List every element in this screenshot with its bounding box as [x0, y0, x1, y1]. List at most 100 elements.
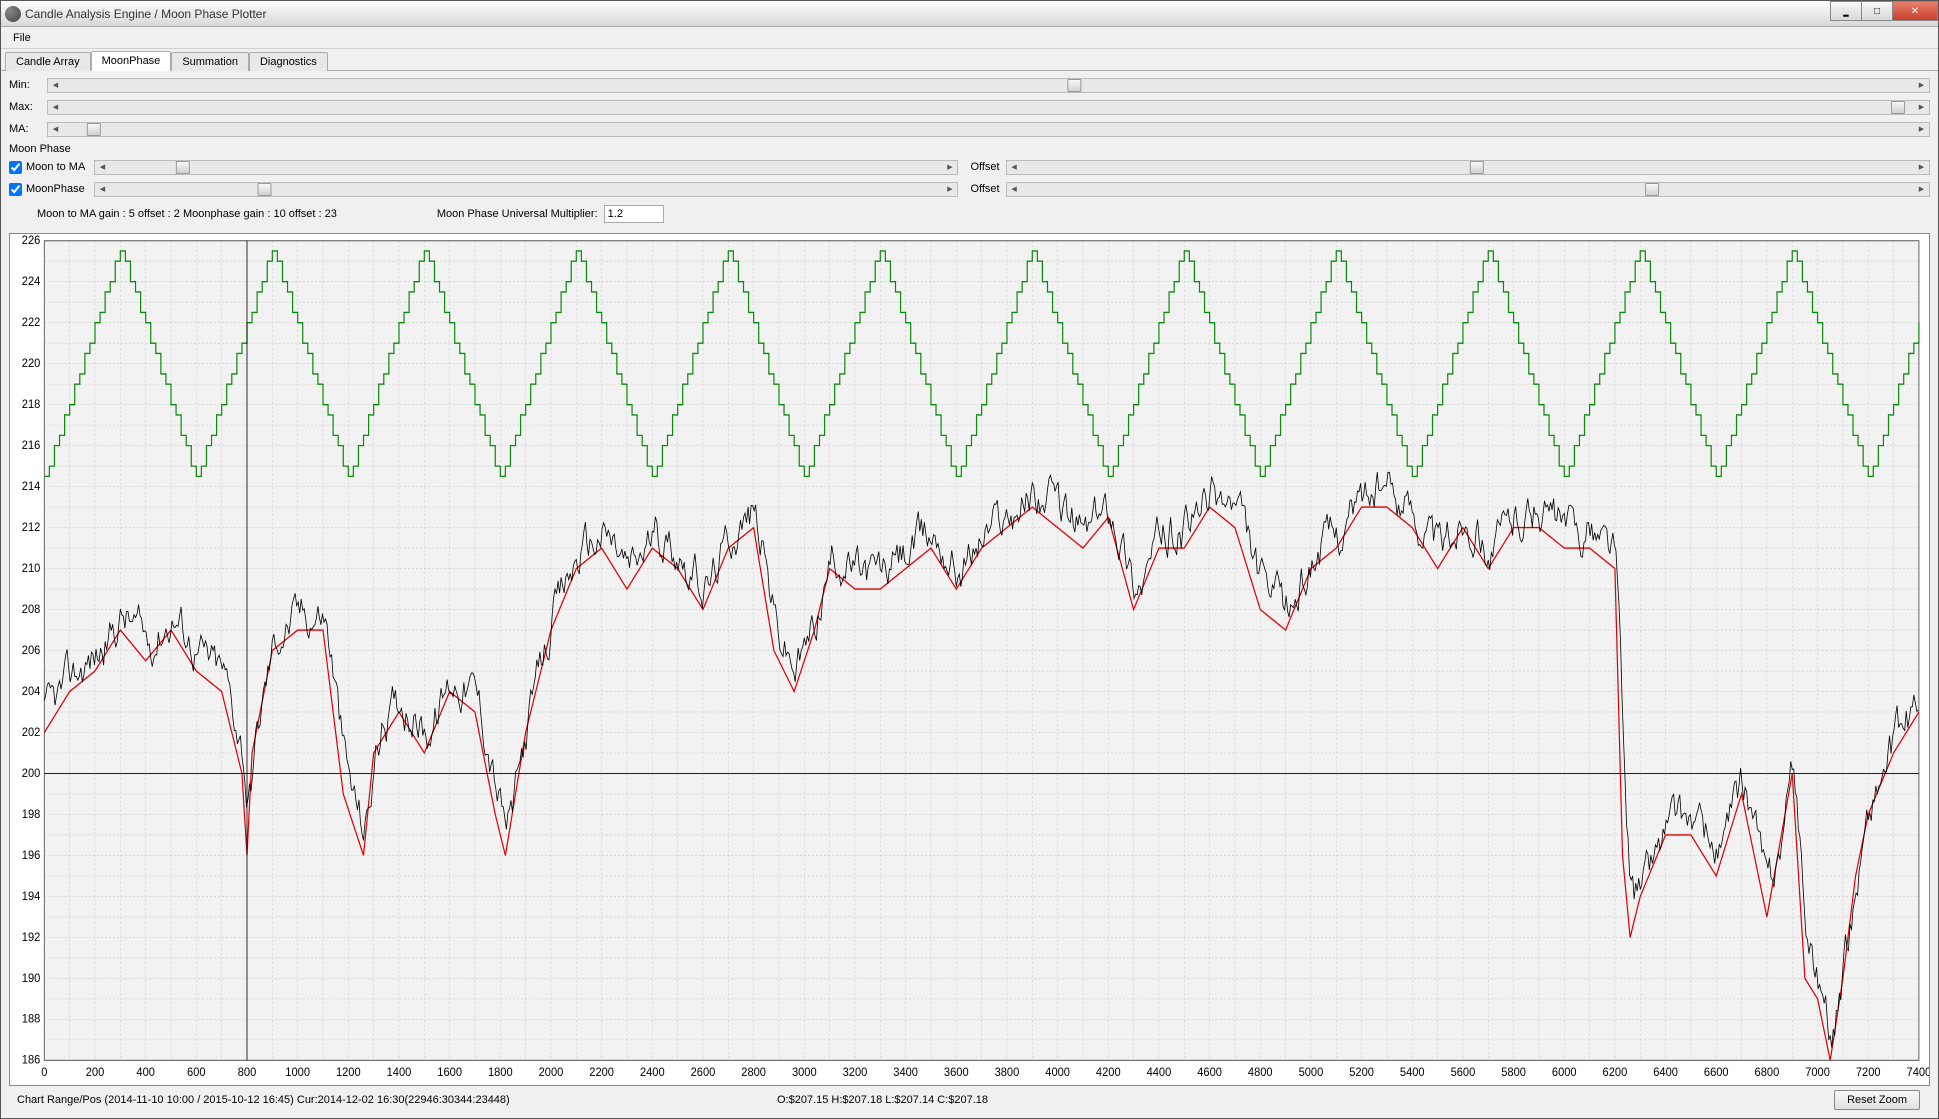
svg-text:6000: 6000	[1552, 1066, 1577, 1080]
tab-summation[interactable]: Summation	[171, 52, 249, 71]
max-thumb[interactable]	[1891, 101, 1905, 114]
svg-text:214: 214	[22, 479, 41, 493]
mult-label: Moon Phase Universal Multiplier:	[437, 208, 598, 220]
scroll-right-icon[interactable]: ▶	[1914, 123, 1929, 136]
status-ohlc: O:$207.15 H:$207.18 L:$207.14 C:$207.18	[777, 1094, 988, 1106]
svg-text:7400: 7400	[1907, 1066, 1929, 1080]
moon-to-ma-offset-scrollbar[interactable]: ◀ ▶	[1006, 160, 1930, 175]
scroll-left-icon[interactable]: ◀	[48, 101, 63, 114]
scroll-right-icon[interactable]: ▶	[1914, 101, 1929, 114]
ma-row: MA: ◀ ▶	[9, 119, 1930, 139]
scroll-left-icon[interactable]: ◀	[1007, 161, 1022, 174]
min-row: Min: ◀ ▶	[9, 75, 1930, 95]
moonphase-offset-scrollbar[interactable]: ◀ ▶	[1006, 182, 1930, 197]
moon-to-ma-gain-scrollbar[interactable]: ◀ ▶	[94, 160, 958, 175]
svg-text:3800: 3800	[995, 1066, 1020, 1080]
svg-text:194: 194	[22, 889, 41, 903]
svg-text:5600: 5600	[1451, 1066, 1476, 1080]
svg-text:6200: 6200	[1603, 1066, 1628, 1080]
menubar: File	[1, 27, 1938, 49]
min-scrollbar[interactable]: ◀ ▶	[47, 78, 1930, 93]
svg-text:192: 192	[22, 930, 41, 944]
max-scrollbar[interactable]: ◀ ▶	[47, 100, 1930, 115]
mp-gain-thumb[interactable]	[257, 183, 271, 196]
svg-text:5800: 5800	[1501, 1066, 1526, 1080]
svg-text:204: 204	[22, 684, 41, 698]
moon-to-ma-offset-label: Offset	[970, 161, 999, 173]
m2ma-gain-track[interactable]	[110, 161, 942, 174]
tabstrip: Candle Array MoonPhase Summation Diagnos…	[1, 49, 1938, 71]
scroll-left-icon[interactable]: ◀	[95, 161, 110, 174]
scroll-right-icon[interactable]: ▶	[942, 183, 957, 196]
titlebar[interactable]: Candle Analysis Engine / Moon Phase Plot…	[1, 1, 1938, 27]
svg-text:600: 600	[187, 1066, 206, 1080]
scroll-right-icon[interactable]: ▶	[1914, 79, 1929, 92]
svg-text:200: 200	[86, 1066, 105, 1080]
svg-text:216: 216	[22, 438, 41, 452]
scroll-right-icon[interactable]: ▶	[1914, 183, 1929, 196]
moonphase-offset-label: Offset	[970, 183, 999, 195]
moon-to-ma-checkbox[interactable]	[9, 161, 22, 174]
moonphase-checkbox[interactable]	[9, 183, 22, 196]
chart-area: 1861881901921941961982002022042062082102…	[1, 229, 1938, 1118]
svg-text:208: 208	[22, 602, 41, 616]
window-title: Candle Analysis Engine / Moon Phase Plot…	[25, 7, 266, 21]
m2ma-off-thumb[interactable]	[1470, 161, 1484, 174]
svg-text:2600: 2600	[691, 1066, 716, 1080]
svg-text:4400: 4400	[1147, 1066, 1172, 1080]
svg-text:1600: 1600	[437, 1066, 462, 1080]
scroll-left-icon[interactable]: ◀	[95, 183, 110, 196]
maximize-button[interactable]	[1861, 1, 1893, 21]
mult-input[interactable]	[604, 205, 664, 223]
status-range: Chart Range/Pos (2014-11-10 10:00 / 2015…	[17, 1094, 777, 1106]
svg-text:202: 202	[22, 725, 41, 739]
svg-text:222: 222	[22, 316, 41, 330]
svg-text:4600: 4600	[1197, 1066, 1222, 1080]
svg-text:206: 206	[22, 643, 41, 657]
svg-text:7000: 7000	[1805, 1066, 1830, 1080]
mp-off-track[interactable]	[1022, 183, 1914, 196]
ma-thumb[interactable]	[87, 123, 101, 136]
svg-text:5000: 5000	[1299, 1066, 1324, 1080]
svg-text:6400: 6400	[1653, 1066, 1678, 1080]
svg-text:3000: 3000	[792, 1066, 817, 1080]
tab-candle-array[interactable]: Candle Array	[5, 52, 91, 71]
svg-text:4000: 4000	[1045, 1066, 1070, 1080]
m2ma-off-track[interactable]	[1022, 161, 1914, 174]
svg-text:6800: 6800	[1755, 1066, 1780, 1080]
svg-text:188: 188	[22, 1012, 41, 1026]
close-button[interactable]	[1892, 1, 1938, 21]
scroll-left-icon[interactable]: ◀	[1007, 183, 1022, 196]
m2ma-gain-thumb[interactable]	[175, 161, 189, 174]
min-thumb[interactable]	[1068, 79, 1082, 92]
svg-text:3200: 3200	[843, 1066, 868, 1080]
mp-gain-track[interactable]	[110, 183, 942, 196]
ma-track[interactable]	[63, 123, 1914, 136]
min-track[interactable]	[63, 79, 1914, 92]
minimize-button[interactable]	[1830, 1, 1862, 21]
max-track[interactable]	[63, 101, 1914, 114]
svg-text:190: 190	[22, 971, 41, 985]
tab-diagnostics[interactable]: Diagnostics	[249, 52, 328, 71]
chart-container[interactable]: 1861881901921941961982002022042062082102…	[9, 233, 1930, 1086]
scroll-left-icon[interactable]: ◀	[48, 123, 63, 136]
svg-text:4800: 4800	[1248, 1066, 1273, 1080]
svg-text:3400: 3400	[893, 1066, 918, 1080]
ma-scrollbar[interactable]: ◀ ▶	[47, 122, 1930, 137]
chart-svg[interactable]: 1861881901921941961982002022042062082102…	[10, 234, 1929, 1085]
statusbar: Chart Range/Pos (2014-11-10 10:00 / 2015…	[9, 1086, 1930, 1114]
scroll-left-icon[interactable]: ◀	[48, 79, 63, 92]
window-controls	[1831, 1, 1938, 21]
mp-off-thumb[interactable]	[1645, 183, 1659, 196]
moonphase-label: MoonPhase	[26, 183, 94, 195]
moonphase-gain-scrollbar[interactable]: ◀ ▶	[94, 182, 958, 197]
scroll-right-icon[interactable]: ▶	[1914, 161, 1929, 174]
menu-file[interactable]: File	[7, 30, 37, 46]
reset-zoom-button[interactable]: Reset Zoom	[1834, 1090, 1920, 1110]
controls-panel: Min: ◀ ▶ Max: ◀ ▶ MA: ◀ ▶ Moon Phase	[1, 71, 1938, 229]
svg-text:400: 400	[136, 1066, 155, 1080]
tab-moonphase[interactable]: MoonPhase	[91, 51, 172, 71]
scroll-right-icon[interactable]: ▶	[942, 161, 957, 174]
svg-text:210: 210	[22, 561, 41, 575]
max-row: Max: ◀ ▶	[9, 97, 1930, 117]
